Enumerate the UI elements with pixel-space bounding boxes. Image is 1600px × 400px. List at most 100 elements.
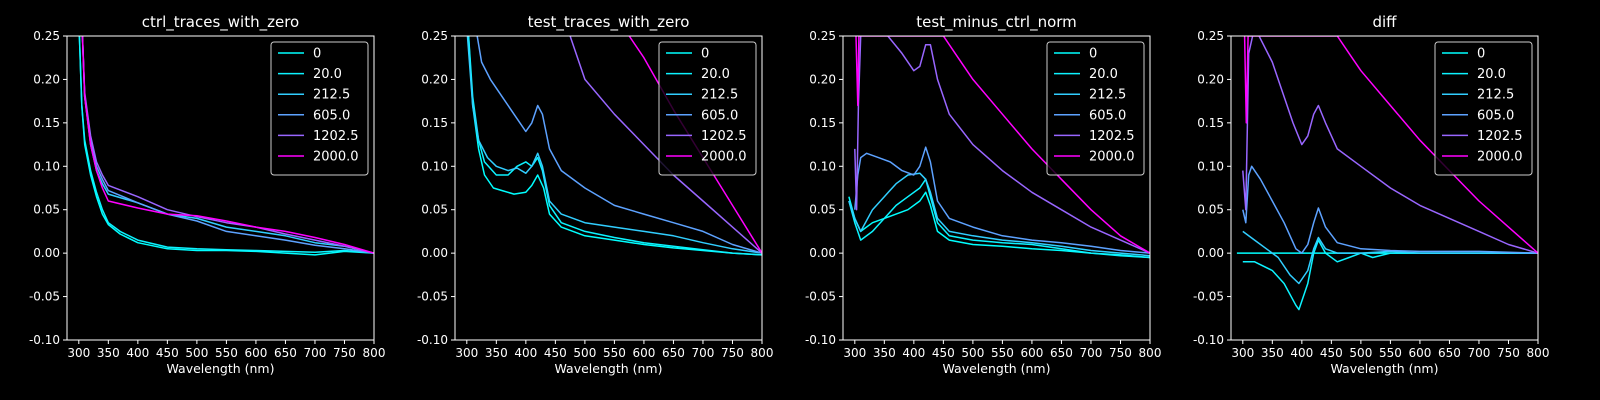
axes-frame [454, 35, 763, 341]
y-tick-label: 0.25 [1197, 29, 1224, 43]
legend-label: 605.0 [1477, 108, 1514, 123]
x-tick-label: 800 [1527, 346, 1550, 360]
subplot-2: test_traces_with_zero 300 350 400 450 500 550 6… [417, 13, 774, 376]
legend: 0 20.0 212.5 605.0 1202.5 2000.0 [270, 41, 369, 176]
x-tick-label: 300 [843, 346, 866, 360]
series-line-212.5 [1242, 230, 1538, 285]
x-tick-label: 650 [662, 346, 685, 360]
x-tick-label: 350 [873, 346, 896, 360]
x-tick-label: 700 [1080, 346, 1103, 360]
y-tick-label: 0.20 [809, 72, 836, 86]
x-axis-label: Wavelength (nm) [1331, 361, 1439, 376]
x-tick-label: 800 [363, 346, 386, 360]
legend-item: 2000.0 [1054, 150, 1135, 165]
series-line-20.0 [78, 36, 374, 254]
y-tick-label: 0.10 [33, 159, 60, 173]
legend-item: 212.5 [278, 88, 350, 103]
y-tick-label: 0.00 [33, 246, 60, 260]
series-line-0 [848, 191, 1150, 259]
y-tick-label: 0.10 [809, 159, 836, 173]
y-tick-label: 0.00 [809, 246, 836, 260]
legend-label: 2000.0 [1477, 150, 1523, 165]
series-group [1236, 36, 1538, 311]
legend-item: 2000.0 [278, 150, 359, 165]
legend-label: 212.5 [1089, 88, 1126, 103]
x-tick-label: 400 [126, 346, 149, 360]
legend-label: 605.0 [701, 108, 738, 123]
series-line-212.5 [466, 36, 762, 254]
x-tick-label: 400 [1290, 346, 1313, 360]
y-tick-label: 0.25 [33, 29, 60, 43]
y-tick-label: 0.15 [809, 116, 836, 130]
legend-label: 212.5 [1477, 88, 1514, 103]
legend-item: 212.5 [666, 88, 738, 103]
legend-item: 1202.5 [278, 129, 359, 144]
legend-label: 605.0 [1089, 108, 1126, 123]
legend-label: 605.0 [313, 108, 350, 123]
x-tick-label: 600 [1408, 346, 1431, 360]
legend-label: 1202.5 [1089, 129, 1135, 144]
legend-frame [270, 41, 369, 176]
y-tick-label: 0.15 [33, 116, 60, 130]
axes-frame [1230, 35, 1539, 341]
legend-item: 0 [278, 47, 321, 62]
legend-frame [658, 41, 757, 176]
x-tick-label: 450 [1320, 346, 1343, 360]
y-tick-label: -0.05 [29, 290, 60, 304]
legend-label: 1202.5 [313, 129, 359, 144]
legend-item: 605.0 [1442, 108, 1514, 123]
x-axis-label: Wavelength (nm) [167, 361, 275, 376]
x-tick-label: 300 [455, 346, 478, 360]
y-tick-label: 0.00 [1197, 246, 1224, 260]
legend-item: 0 [1442, 47, 1485, 62]
legend: 0 20.0 212.5 605.0 1202.5 2000.0 [658, 41, 757, 176]
x-tick-label: 750 [721, 346, 744, 360]
legend-label: 20.0 [1477, 67, 1506, 82]
axes-frame [842, 35, 1151, 341]
x-tick-label: 750 [1497, 346, 1520, 360]
legend-item: 1202.5 [1054, 129, 1135, 144]
legend-item: 20.0 [1442, 67, 1506, 82]
chart-title: test_minus_ctrl_norm [916, 13, 1077, 32]
x-tick-label: 450 [932, 346, 955, 360]
x-tick-label: 450 [156, 346, 179, 360]
legend-item: 212.5 [1442, 88, 1514, 103]
x-tick-label: 350 [485, 346, 508, 360]
legend-label: 2000.0 [1089, 150, 1135, 165]
legend-item: 20.0 [1054, 67, 1118, 82]
legend-label: 212.5 [701, 88, 738, 103]
y-tick-label: 0.20 [33, 72, 60, 86]
x-tick-label: 500 [961, 346, 984, 360]
x-tick-label: 350 [97, 346, 120, 360]
x-tick-label: 800 [1139, 346, 1162, 360]
y-tick-label: 0.15 [1197, 116, 1224, 130]
legend-item: 20.0 [278, 67, 342, 82]
x-tick-label: 500 [573, 346, 596, 360]
x-tick-label: 550 [1379, 346, 1402, 360]
x-tick-label: 650 [1050, 346, 1073, 360]
x-tick-label: 550 [215, 346, 238, 360]
y-tick-label: -0.05 [1193, 290, 1224, 304]
x-axis-label: Wavelength (nm) [943, 361, 1051, 376]
y-tick-label: 0.25 [421, 29, 448, 43]
y-tick-label: 0.15 [421, 116, 448, 130]
y-tick-label: -0.10 [1193, 333, 1224, 347]
x-tick-label: 300 [1231, 346, 1254, 360]
x-tick-label: 800 [751, 346, 774, 360]
y-tick-label: -0.05 [417, 290, 448, 304]
legend-label: 1202.5 [701, 129, 747, 144]
legend-frame [1434, 41, 1533, 176]
x-tick-label: 500 [185, 346, 208, 360]
chart-title: diff [1372, 13, 1397, 31]
series-line-605.0 [854, 146, 1150, 254]
y-tick-label: 0.05 [33, 203, 60, 217]
legend-frame [1046, 41, 1145, 176]
series-line-1202.5 [1242, 36, 1538, 254]
series-line-605.0 [476, 36, 762, 254]
x-tick-label: 750 [333, 346, 356, 360]
subplot-1: ctrl_traces_with_zero 300 350 400 450 500 550 6… [29, 13, 386, 376]
y-tick-label: -0.10 [29, 333, 60, 347]
legend-item: 605.0 [666, 108, 738, 123]
